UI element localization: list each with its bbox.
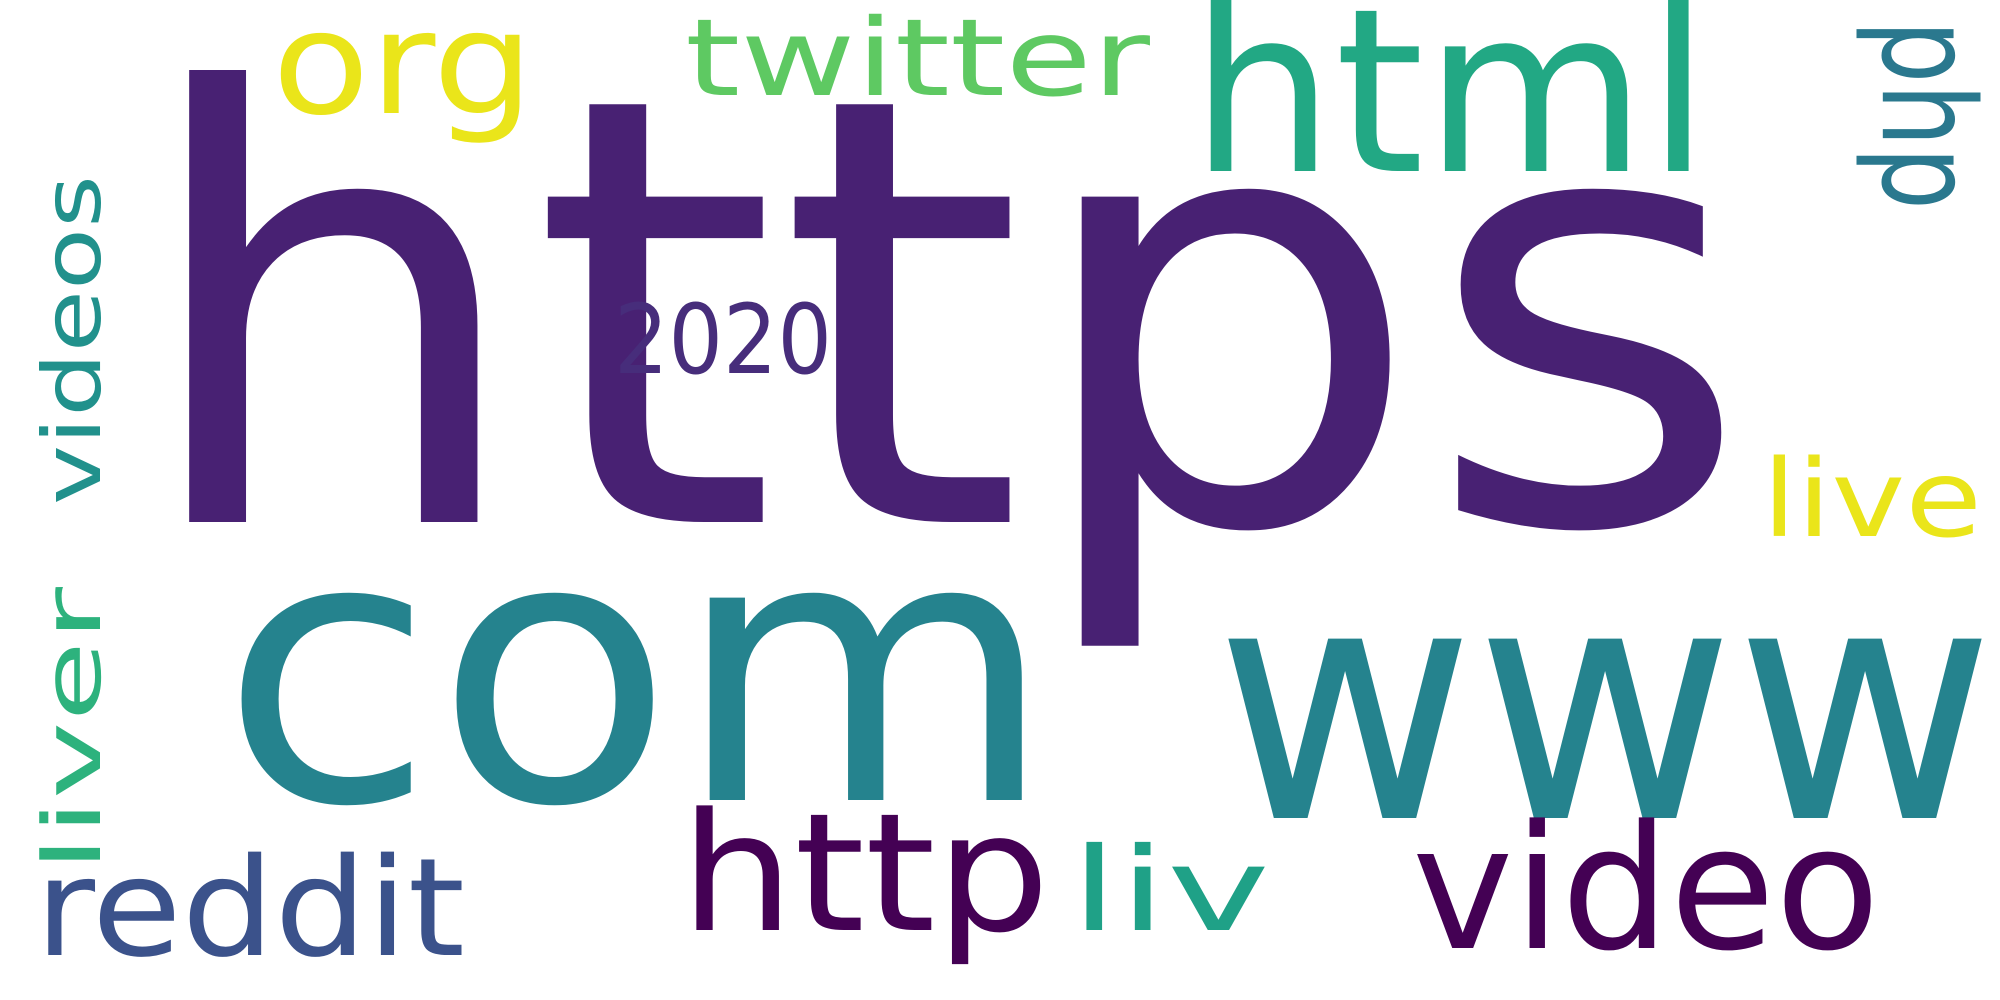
word-http: http [680,778,1050,969]
word-live: live [1762,438,1982,562]
word-php: php [1852,20,2000,210]
word-www: www [1215,515,1995,896]
word-org: org [272,0,534,147]
word-2020: 2020 [614,284,832,396]
word-liv: liv [1070,823,1270,958]
word-liver: liver [26,587,119,872]
word-com: com [220,458,1055,888]
word-twitter: twitter [685,0,1150,121]
word-reddit: reddit [35,830,465,988]
word-html: html [1190,0,1710,225]
word-video: video [1412,788,1880,989]
word-https: https [132,0,1752,663]
word-videos: videos [26,175,119,505]
